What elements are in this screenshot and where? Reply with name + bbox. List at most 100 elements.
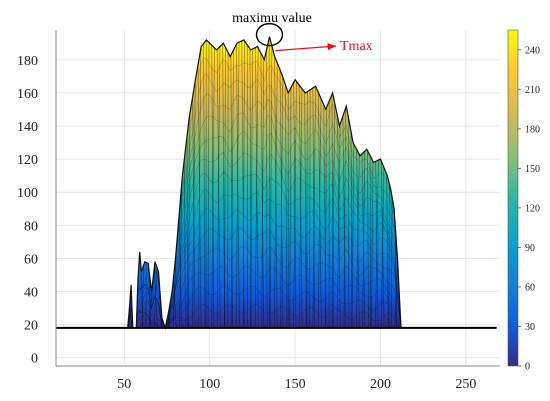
mesh-line bbox=[342, 116, 346, 328]
x-tick-label: 50 bbox=[117, 377, 131, 392]
mesh-line bbox=[324, 107, 327, 328]
mesh-line bbox=[173, 278, 177, 328]
mesh-line bbox=[148, 291, 152, 328]
y-tick-label: 160 bbox=[17, 87, 38, 102]
colorbar-tick-label: 0 bbox=[525, 362, 530, 373]
mesh-line bbox=[261, 58, 265, 328]
x-tick-labels: 50 100 150 200 250 bbox=[117, 377, 476, 392]
mesh-line bbox=[235, 42, 240, 328]
mesh-line bbox=[390, 196, 393, 328]
mesh-contour bbox=[124, 93, 402, 328]
tmax-arrow bbox=[275, 43, 337, 52]
colorbar-tick-label: 210 bbox=[525, 85, 540, 96]
mesh-line bbox=[337, 116, 341, 328]
mesh-line bbox=[141, 265, 144, 328]
colorbar-bar bbox=[507, 29, 519, 367]
mesh-line bbox=[191, 80, 196, 328]
mesh-line bbox=[184, 158, 186, 328]
mesh-line bbox=[375, 160, 379, 328]
mesh-line bbox=[304, 92, 307, 328]
mesh-line bbox=[375, 161, 379, 328]
mesh-line bbox=[216, 49, 221, 328]
mesh-line bbox=[350, 131, 353, 328]
mesh-line bbox=[348, 117, 350, 328]
colorbar-tick-label: 150 bbox=[525, 164, 540, 175]
mesh-line bbox=[230, 55, 233, 328]
mesh-line bbox=[160, 319, 163, 328]
mesh-line bbox=[361, 153, 366, 328]
y-tick-label: 60 bbox=[24, 252, 38, 267]
mesh-line bbox=[179, 183, 183, 328]
mesh-line bbox=[129, 303, 133, 328]
y-tick-label: 40 bbox=[24, 286, 38, 301]
mesh-line bbox=[298, 88, 303, 328]
mesh-contour bbox=[124, 130, 402, 328]
y-tick-label: 0 bbox=[31, 352, 38, 367]
y-tick-labels: 0 20 40 60 80 100 120 140 160 180 bbox=[17, 54, 38, 367]
mesh-line bbox=[153, 267, 158, 328]
surface-mesh-lines bbox=[123, 38, 404, 328]
mesh-line bbox=[197, 64, 202, 328]
mesh-line bbox=[241, 40, 245, 328]
mesh-line bbox=[140, 263, 144, 328]
mesh-line bbox=[343, 108, 346, 328]
mesh-line bbox=[336, 124, 341, 328]
mesh-line bbox=[192, 97, 196, 328]
x-tick-label: 200 bbox=[370, 377, 391, 392]
mesh-contour bbox=[124, 112, 402, 328]
mesh-contour bbox=[124, 171, 402, 328]
colorbar-tick-label: 30 bbox=[525, 322, 535, 333]
mesh-contour bbox=[124, 152, 402, 328]
mesh-line bbox=[317, 98, 322, 328]
mesh-line bbox=[250, 48, 254, 328]
mesh-line bbox=[203, 43, 206, 328]
mesh-line bbox=[211, 45, 215, 328]
mesh-line bbox=[289, 87, 292, 328]
mesh-contour bbox=[124, 207, 402, 328]
mesh-line bbox=[394, 218, 398, 328]
mesh-line bbox=[380, 167, 385, 328]
mesh-line bbox=[312, 86, 316, 328]
mesh-line bbox=[331, 102, 336, 328]
mesh-line bbox=[211, 47, 215, 328]
colorbar: 0 30 60 90 120 150 180 210 240 bbox=[507, 29, 540, 373]
mesh-line bbox=[362, 151, 366, 328]
mesh-line bbox=[216, 46, 221, 328]
mesh-line bbox=[293, 81, 297, 328]
mesh-line bbox=[266, 50, 268, 328]
mesh-line bbox=[224, 47, 226, 328]
mesh-line bbox=[285, 84, 288, 328]
mesh-line bbox=[356, 149, 360, 328]
mesh-line bbox=[280, 77, 284, 328]
mesh-line bbox=[154, 267, 158, 328]
mesh-line bbox=[371, 161, 374, 328]
annotations: maximu value Tmax bbox=[232, 11, 373, 54]
mesh-contour bbox=[124, 189, 402, 328]
colorbar-tick-label: 90 bbox=[525, 243, 535, 254]
colorbar-tick-label: 180 bbox=[525, 124, 540, 135]
mesh-line bbox=[249, 48, 252, 328]
mesh-line bbox=[331, 94, 334, 328]
mesh-line bbox=[386, 173, 389, 328]
x-tick-label: 100 bbox=[199, 377, 220, 392]
mesh-contour bbox=[124, 73, 402, 328]
y-tick-label: 100 bbox=[17, 186, 38, 201]
mesh-line bbox=[355, 154, 360, 328]
peak-circle bbox=[255, 22, 284, 47]
mesh-line bbox=[268, 38, 271, 328]
y-tick-label: 180 bbox=[17, 54, 38, 69]
colorbar-tick-label: 240 bbox=[525, 45, 540, 56]
mesh-contour bbox=[124, 227, 402, 328]
y-tick-label: 120 bbox=[17, 153, 38, 168]
mesh-line bbox=[298, 84, 303, 328]
mesh-line bbox=[394, 258, 398, 328]
mesh-line bbox=[207, 42, 210, 328]
y-tick-label: 20 bbox=[24, 319, 38, 334]
y-tick-label: 140 bbox=[17, 120, 38, 135]
mesh-line bbox=[279, 69, 284, 328]
mesh-contour bbox=[124, 245, 402, 328]
mesh-contour bbox=[124, 266, 402, 328]
mesh-line bbox=[293, 82, 297, 328]
mesh-line bbox=[148, 268, 151, 328]
